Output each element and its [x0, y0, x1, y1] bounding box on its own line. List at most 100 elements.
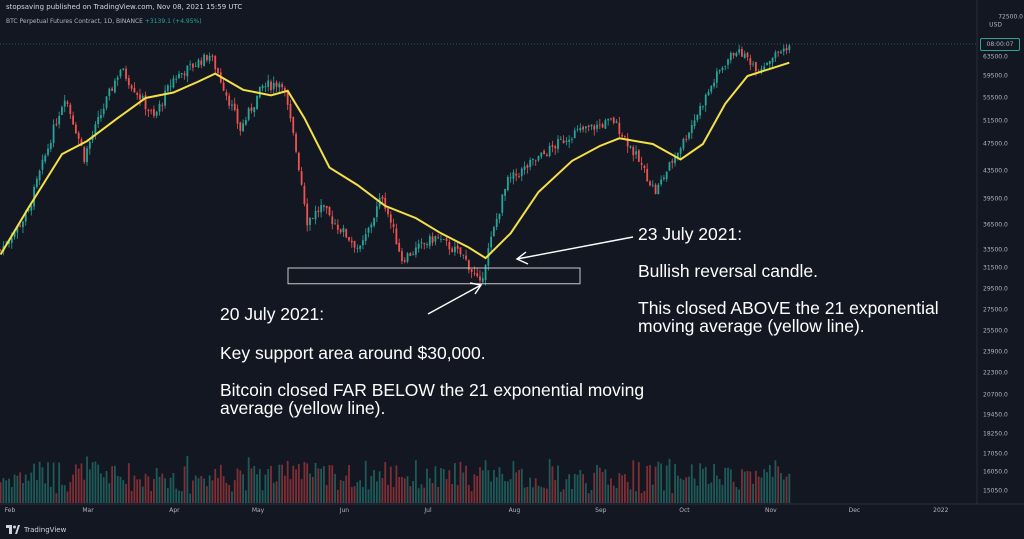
volume-bar	[256, 474, 258, 503]
candle-body	[495, 219, 498, 228]
price-axis[interactable]: 72500.0 USD	[977, 0, 1024, 504]
left-annotation-line2b: average (yellow line).	[220, 398, 386, 418]
candle-body	[520, 168, 523, 177]
published-header: stopsaving published on TradingView.com,…	[6, 3, 243, 11]
volume-bar	[317, 468, 320, 503]
y-tick-label: 63500.0	[983, 53, 1008, 61]
candle-body	[395, 228, 398, 245]
candle-body	[300, 171, 303, 185]
candle-body	[431, 236, 434, 243]
candle-body	[69, 104, 72, 114]
volume-bar	[139, 479, 141, 503]
candle-body	[114, 80, 116, 93]
y-tick-label: 39500.0	[983, 195, 1008, 203]
candle-body	[253, 107, 256, 113]
candle-body	[16, 225, 19, 233]
candle-body	[504, 189, 506, 196]
volume-bar	[233, 480, 236, 503]
candle-body	[632, 146, 635, 156]
volume-bar	[551, 466, 554, 503]
candle-body	[261, 85, 264, 88]
volume-bar	[735, 487, 738, 503]
candle-body	[217, 68, 219, 74]
candle-body	[339, 229, 342, 233]
volume-bar	[225, 482, 228, 503]
volume-bar	[743, 471, 746, 503]
volume-bar	[665, 465, 668, 503]
volume-bar	[532, 487, 534, 503]
y-tick-label: 43500.0	[983, 167, 1008, 175]
candle-body	[481, 278, 484, 283]
volume-bar	[353, 486, 356, 503]
candle-body	[108, 88, 111, 96]
candle-body	[512, 172, 515, 179]
volume-bar	[348, 464, 350, 503]
candle-body	[473, 272, 476, 274]
candle-body	[668, 162, 671, 171]
volume-bar	[183, 466, 186, 503]
volume-bar	[782, 479, 785, 503]
volume-bar	[785, 476, 788, 503]
candle-body	[671, 160, 674, 163]
symbol-legend[interactable]: BTC Perpetual Futures Contract, 1D, BINA…	[6, 18, 202, 25]
x-tick-label: Dec	[848, 507, 861, 514]
candle-body	[334, 223, 336, 225]
volume-bar	[105, 470, 108, 503]
candle-body	[250, 107, 253, 111]
volume-bar	[236, 468, 239, 503]
candle-body	[573, 130, 576, 138]
candle-body	[490, 236, 493, 248]
candle-body	[741, 48, 743, 57]
candle-body	[205, 55, 208, 61]
candle-body	[721, 67, 724, 70]
volume-bar	[481, 470, 484, 503]
y-tick-label: 19450.0	[983, 411, 1008, 419]
candle-body	[373, 218, 375, 226]
candle-body	[749, 58, 752, 65]
candle-body	[303, 185, 306, 205]
volume-bar	[208, 475, 211, 503]
candle-body	[74, 124, 77, 134]
candle-body	[440, 239, 442, 241]
candle-body	[133, 87, 136, 93]
volume-bar	[136, 479, 139, 503]
candle-body	[270, 81, 272, 91]
candle-body	[214, 56, 217, 70]
right-annotation-line2b: moving average (yellow line).	[638, 316, 865, 336]
y-tick-label: 59500.0	[983, 72, 1008, 80]
candle-body	[557, 139, 559, 149]
candle-body	[166, 85, 169, 92]
candle-body	[203, 54, 205, 67]
y-tick-label: 15050.0	[983, 487, 1008, 495]
volume-bar	[370, 476, 373, 503]
candle-body	[618, 122, 621, 135]
volume-bar	[724, 467, 727, 503]
tradingview-footer[interactable]: TradingView	[6, 525, 66, 534]
volume-bar	[576, 474, 579, 503]
volume-bar	[228, 484, 231, 503]
symbol-label: BTC Perpetual Futures Contract, 1D, BINA…	[6, 18, 143, 25]
candle-body	[144, 95, 147, 110]
candle-body	[454, 246, 456, 253]
volume-bar	[771, 476, 774, 503]
volume-bar	[624, 474, 626, 503]
right-annotation-title: 23 July 2021:	[638, 224, 743, 244]
candle-body	[384, 197, 387, 209]
candle-body	[72, 115, 74, 125]
y-tick-label: 22300.0	[983, 369, 1008, 377]
candle-body	[746, 52, 749, 58]
volume-bar	[172, 473, 175, 503]
volume-bar	[557, 465, 559, 503]
volume-bar	[727, 467, 729, 503]
candle-body	[729, 53, 732, 61]
tradingview-logo-icon	[6, 525, 20, 534]
volume-bar	[192, 480, 194, 503]
volume-bar	[300, 479, 303, 503]
candle-body	[370, 224, 373, 228]
volume-bar	[454, 463, 456, 503]
volume-bar	[590, 489, 593, 503]
candle-body	[172, 78, 175, 88]
volume-bar	[384, 462, 387, 503]
volume-bar	[554, 479, 557, 503]
